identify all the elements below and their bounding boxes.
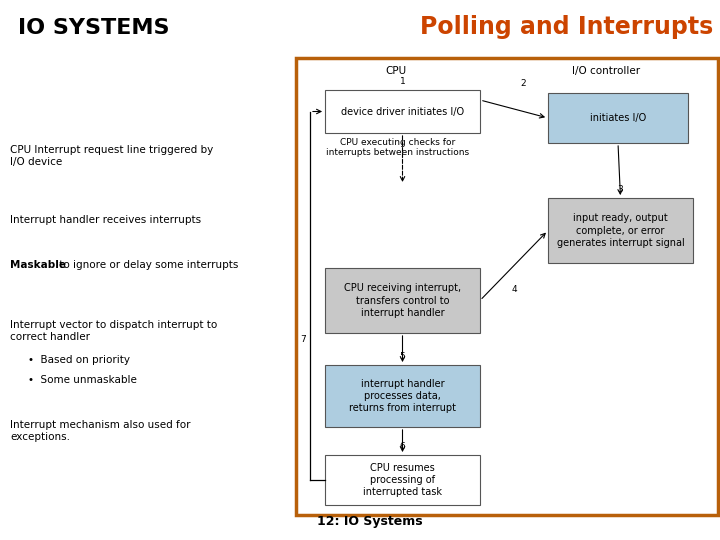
Text: I/O controller: I/O controller [572,66,640,76]
Text: Interrupt vector to dispatch interrupt to
correct handler: Interrupt vector to dispatch interrupt t… [10,320,217,342]
Text: to ignore or delay some interrupts: to ignore or delay some interrupts [56,260,238,270]
Text: CPU executing checks for
interrupts between instructions: CPU executing checks for interrupts betw… [326,138,469,157]
Text: •  Some unmaskable: • Some unmaskable [28,375,137,385]
Text: 4: 4 [511,286,517,294]
Text: CPU receiving interrupt,
transfers control to
interrupt handler: CPU receiving interrupt, transfers contr… [344,283,461,318]
Text: Polling and Interrupts: Polling and Interrupts [420,15,714,39]
Text: device driver initiates I/O: device driver initiates I/O [341,106,464,117]
Bar [548,93,688,143]
Bar [325,90,480,133]
Text: input ready, output
complete, or error
generates interrupt signal: input ready, output complete, or error g… [557,213,685,248]
Text: Maskable: Maskable [10,260,66,270]
Bar [325,268,480,333]
Bar [296,58,718,515]
Text: 2: 2 [520,79,526,88]
Text: interrupt handler
processes data,
returns from interrupt: interrupt handler processes data, return… [349,379,456,414]
Text: CPU: CPU [385,66,407,76]
Bar [325,455,480,505]
Text: CPU Interrupt request line triggered by
I/O device: CPU Interrupt request line triggered by … [10,145,213,167]
Text: 5: 5 [400,352,405,361]
Text: 7: 7 [300,335,306,345]
Text: 6: 6 [400,442,405,451]
Text: IO SYSTEMS: IO SYSTEMS [18,18,169,38]
Text: Interrupt mechanism also used for
exceptions.: Interrupt mechanism also used for except… [10,420,191,442]
Text: 3: 3 [618,185,624,194]
Text: initiates I/O: initiates I/O [590,113,646,123]
Text: •  Based on priority: • Based on priority [28,355,130,365]
Text: 1: 1 [400,77,405,86]
Text: 12: IO Systems: 12: IO Systems [318,515,423,528]
Text: Interrupt handler receives interrupts: Interrupt handler receives interrupts [10,215,201,225]
Text: CPU resumes
processing of
interrupted task: CPU resumes processing of interrupted ta… [363,463,442,497]
Bar [325,365,480,427]
Bar [548,198,693,263]
